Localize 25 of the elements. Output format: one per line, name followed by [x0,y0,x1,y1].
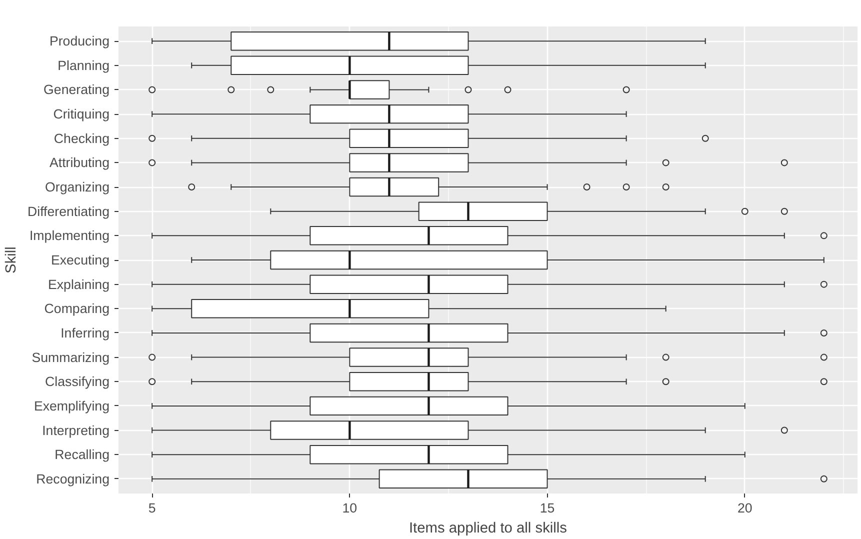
y-tick-label: Inferring [60,325,110,340]
y-tick-label: Planning [58,58,110,73]
y-tick-label: Executing [50,252,110,268]
y-tick-label: Recognizing [36,471,110,486]
y-tick-label: Implementing [29,228,110,244]
y-tick-label: Generating [44,82,110,98]
x-axis-title: Items applied to all skills [408,520,568,536]
y-tick-label: Summarizing [32,350,110,365]
y-tick-label: Interpreting [42,422,110,438]
y-tick-label: Exemplifying [34,398,110,414]
y-tick-label: Recalling [54,447,110,462]
x-tick-label: 15 [540,500,555,516]
x-tick-label: 20 [737,500,752,516]
y-tick-label: Differentiating [28,204,110,219]
y-tick-label: Checking [54,130,110,146]
x-tick-label: 10 [342,500,358,516]
y-tick-label: Comparing [44,301,110,316]
y-tick-label: Explaining [48,276,110,292]
y-tick-label: Producing [49,34,110,49]
y-tick-label: Classifying [45,374,110,390]
y-tick-label: Organizing [45,180,110,195]
y-tick-label: Attributing [49,155,110,170]
x-tick-label: 5 [148,500,156,516]
y-axis-title: Skill [4,246,20,274]
y-tick-label: Critiquing [53,106,110,122]
